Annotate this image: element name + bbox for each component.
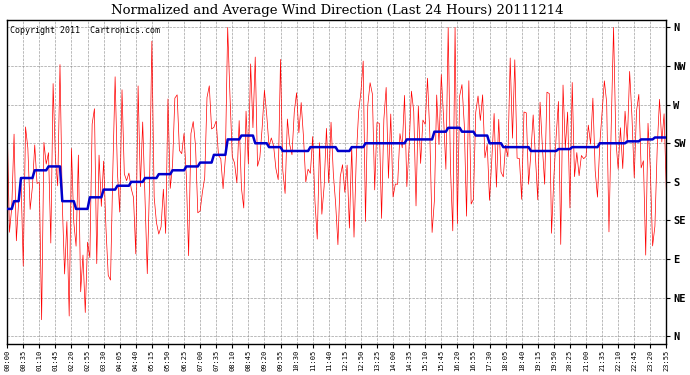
Title: Normalized and Average Wind Direction (Last 24 Hours) 20111214: Normalized and Average Wind Direction (L… — [110, 4, 563, 17]
Text: Copyright 2011  Cartronics.com: Copyright 2011 Cartronics.com — [10, 26, 161, 35]
